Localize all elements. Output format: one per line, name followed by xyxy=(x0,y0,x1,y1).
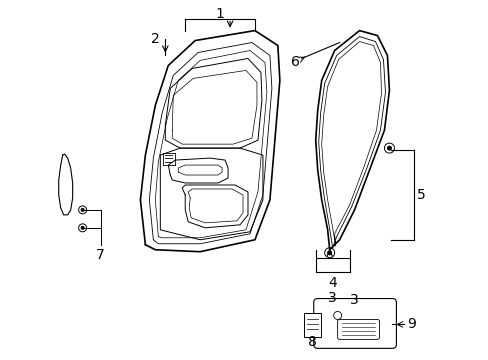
FancyBboxPatch shape xyxy=(337,319,379,339)
Text: 1: 1 xyxy=(215,6,224,21)
Text: 3: 3 xyxy=(327,291,336,305)
Text: 3: 3 xyxy=(349,293,358,306)
Text: 9: 9 xyxy=(406,318,415,332)
Circle shape xyxy=(81,208,84,211)
Circle shape xyxy=(386,146,390,150)
Text: 8: 8 xyxy=(307,336,317,349)
FancyBboxPatch shape xyxy=(303,314,320,337)
Text: 5: 5 xyxy=(416,188,425,202)
Circle shape xyxy=(81,226,84,229)
FancyBboxPatch shape xyxy=(313,298,396,348)
Text: 7: 7 xyxy=(96,248,105,262)
Circle shape xyxy=(327,251,331,255)
Text: 6: 6 xyxy=(291,55,300,69)
Text: 4: 4 xyxy=(327,276,336,289)
Text: 2: 2 xyxy=(151,32,160,46)
